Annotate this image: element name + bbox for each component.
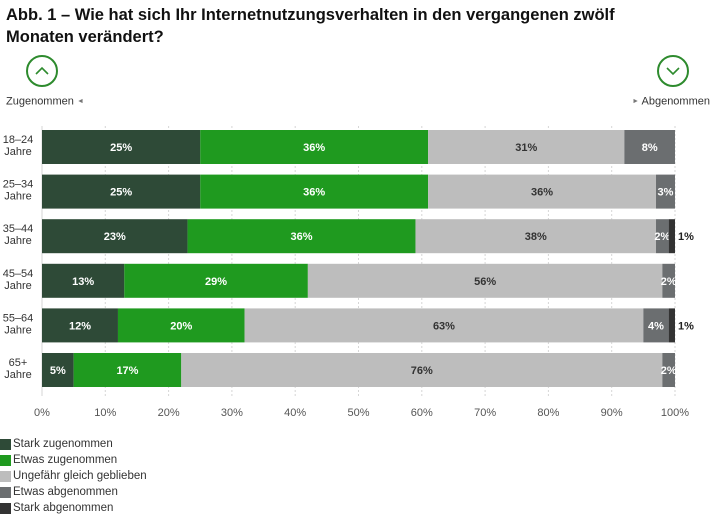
- data-label: 13%: [72, 276, 94, 288]
- data-label: 1%: [678, 320, 694, 332]
- legend-label: Ungefähr gleich geblieben: [13, 470, 147, 482]
- data-label: 12%: [69, 320, 91, 332]
- data-label: 4%: [648, 320, 664, 332]
- data-label: 20%: [170, 320, 192, 332]
- data-label: 8%: [642, 142, 658, 154]
- data-label: 5%: [50, 365, 66, 377]
- data-label: 38%: [525, 231, 547, 243]
- category-label: 25–34: [3, 179, 34, 191]
- category-label: Jahre: [4, 191, 32, 203]
- legend-item: Stark zugenommen: [0, 436, 147, 452]
- legend-swatch: [0, 439, 11, 450]
- legend-label: Etwas abgenommen: [13, 486, 118, 498]
- data-label: 23%: [104, 231, 126, 243]
- category-label: 18–24: [3, 134, 34, 146]
- x-tick-label: 0%: [34, 407, 50, 419]
- data-label: 25%: [110, 187, 132, 199]
- x-tick-label: 80%: [537, 407, 559, 419]
- stacked-bar-chart: 0%10%20%30%40%50%60%70%80%90%100%18–24Ja…: [0, 0, 710, 430]
- data-label: 63%: [433, 320, 455, 332]
- data-label: 2%: [661, 276, 677, 288]
- data-label: 29%: [205, 276, 227, 288]
- data-label: 36%: [303, 142, 325, 154]
- data-label: 31%: [515, 142, 537, 154]
- x-tick-label: 90%: [601, 407, 623, 419]
- legend-item: Etwas zugenommen: [0, 452, 147, 468]
- x-tick-label: 20%: [158, 407, 180, 419]
- data-label: 36%: [303, 187, 325, 199]
- category-label: 55–64: [3, 312, 34, 324]
- legend-label: Stark zugenommen: [13, 438, 113, 450]
- data-label: 3%: [658, 187, 674, 199]
- chart-legend: Stark zugenommen Etwas zugenommen Ungefähr…: [0, 436, 147, 516]
- data-label: 56%: [474, 276, 496, 288]
- x-tick-label: 40%: [284, 407, 306, 419]
- x-tick-label: 10%: [94, 407, 116, 419]
- bar-segment: [669, 308, 675, 342]
- category-label: Jahre: [4, 146, 32, 158]
- legend-swatch: [0, 471, 11, 482]
- x-tick-label: 30%: [221, 407, 243, 419]
- category-label: Jahre: [4, 369, 32, 381]
- category-label: Jahre: [4, 324, 32, 336]
- category-label: Jahre: [4, 280, 32, 292]
- category-label: 45–54: [3, 268, 34, 280]
- data-label: 25%: [110, 142, 132, 154]
- legend-item: Ungefähr gleich geblieben: [0, 468, 147, 484]
- legend-swatch: [0, 487, 11, 498]
- legend-swatch: [0, 455, 11, 466]
- legend-item: Etwas abgenommen: [0, 484, 147, 500]
- legend-item: Stark abgenommen: [0, 500, 147, 516]
- category-label: 65+: [9, 357, 28, 369]
- data-label: 36%: [531, 187, 553, 199]
- x-tick-label: 70%: [474, 407, 496, 419]
- data-label: 2%: [654, 231, 670, 243]
- x-tick-label: 50%: [347, 407, 369, 419]
- data-label: 76%: [411, 365, 433, 377]
- data-label: 1%: [678, 231, 694, 243]
- category-label: 35–44: [3, 223, 34, 235]
- category-label: Jahre: [4, 235, 32, 247]
- bar-segment: [669, 219, 675, 253]
- data-label: 36%: [291, 231, 313, 243]
- legend-label: Etwas zugenommen: [13, 454, 117, 466]
- x-tick-label: 60%: [411, 407, 433, 419]
- legend-label: Stark abgenommen: [13, 502, 113, 514]
- x-tick-label: 100%: [661, 407, 689, 419]
- legend-swatch: [0, 503, 11, 514]
- data-label: 2%: [661, 365, 677, 377]
- data-label: 17%: [116, 365, 138, 377]
